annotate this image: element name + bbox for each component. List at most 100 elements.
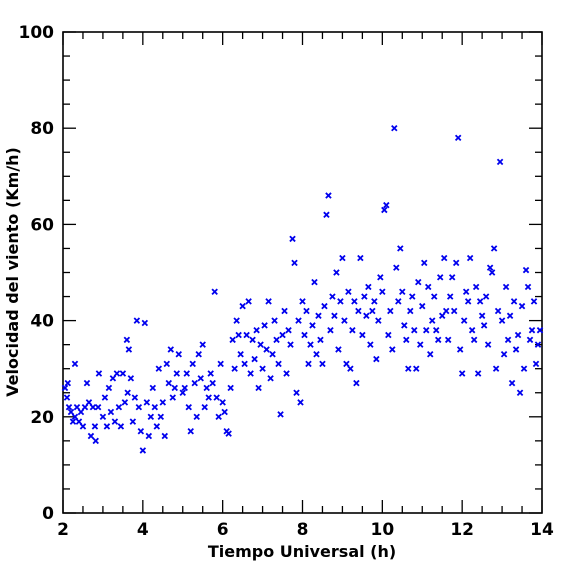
data-point — [383, 201, 390, 209]
data-point — [217, 360, 224, 368]
data-point — [215, 413, 222, 421]
y-tick-label: 60 — [30, 215, 54, 235]
data-point-stroke — [327, 326, 334, 334]
data-point-stroke — [289, 235, 296, 243]
data-point — [325, 192, 332, 199]
data-point-stroke — [500, 351, 508, 358]
data-point — [407, 307, 414, 315]
data-point — [472, 283, 480, 291]
data-point-stroke — [199, 341, 206, 348]
data-point — [397, 245, 404, 252]
data-point — [444, 336, 452, 344]
data-point-stroke — [464, 298, 472, 305]
data-point-stroke — [301, 331, 308, 339]
data-point-stroke — [295, 317, 302, 324]
data-point-stroke — [536, 326, 544, 334]
data-point-stroke — [229, 336, 236, 344]
data-point — [229, 336, 236, 344]
data-point-stroke — [426, 351, 434, 358]
data-point — [81, 403, 89, 411]
data-point — [426, 351, 434, 358]
data-point — [534, 341, 542, 348]
data-point — [283, 370, 290, 377]
data-point-stroke — [446, 293, 454, 300]
data-point-stroke — [167, 346, 175, 353]
data-point-stroke — [361, 293, 368, 300]
data-point — [219, 399, 226, 406]
data-point-stroke — [179, 389, 186, 396]
x-tick-label: 12 — [450, 520, 474, 540]
data-point-stroke — [281, 307, 288, 315]
data-point-stroke — [265, 298, 272, 305]
data-point — [522, 266, 530, 274]
data-point-stroke — [512, 346, 520, 353]
data-point — [151, 403, 159, 411]
data-point — [341, 317, 348, 324]
data-point — [115, 403, 123, 411]
data-point — [375, 317, 382, 324]
data-point — [385, 331, 392, 339]
data-point-stroke — [123, 336, 131, 344]
data-point — [520, 365, 528, 372]
data-point-stroke — [77, 408, 85, 416]
data-point — [434, 336, 442, 344]
data-point-stroke — [131, 394, 139, 401]
data-point — [155, 365, 163, 372]
data-point — [123, 336, 131, 344]
data-point — [504, 336, 512, 344]
data-point — [482, 293, 490, 300]
data-point-stroke — [269, 351, 276, 358]
data-point-stroke — [343, 360, 350, 368]
data-point-stroke — [317, 336, 324, 344]
x-tick-label: 14 — [530, 520, 554, 540]
data-point — [157, 413, 165, 421]
data-point — [339, 254, 346, 262]
data-point-stroke — [129, 418, 137, 425]
data-point-stroke — [239, 302, 246, 310]
data-point-stroke — [496, 158, 504, 166]
data-point-stroke — [454, 134, 462, 142]
data-point — [117, 423, 125, 430]
data-point — [313, 351, 320, 358]
data-point-stroke — [283, 370, 290, 377]
data-point — [64, 379, 72, 387]
data-point — [438, 312, 446, 320]
data-point-stroke — [307, 341, 314, 348]
data-point — [425, 283, 432, 291]
data-point — [347, 365, 354, 372]
data-point — [303, 307, 310, 315]
data-point-stroke — [157, 413, 165, 421]
data-point-stroke — [105, 384, 113, 392]
data-point-stroke — [261, 322, 268, 329]
data-point — [161, 432, 169, 440]
data-point-stroke — [466, 254, 474, 262]
data-point — [289, 235, 296, 243]
data-point-stroke — [367, 341, 374, 348]
data-point-stroke — [534, 341, 542, 348]
data-point — [235, 331, 242, 339]
data-point — [249, 336, 256, 344]
data-point-stroke — [305, 360, 312, 368]
data-point — [367, 341, 374, 348]
data-point-stroke — [287, 341, 294, 348]
data-point — [243, 331, 250, 339]
data-point-stroke — [478, 312, 486, 320]
data-point — [193, 413, 200, 421]
tick-labels: 2 4 6 8 10 12 14 0 20 40 60 80 100 — [19, 23, 554, 540]
data-point — [335, 346, 342, 353]
data-point-stroke — [522, 266, 530, 274]
data-point — [462, 288, 470, 295]
data-point-stroke — [159, 399, 167, 406]
data-point — [227, 384, 234, 392]
data-point — [317, 336, 324, 344]
data-point-stroke — [181, 384, 188, 392]
data-point-stroke — [143, 399, 151, 406]
data-point-stroke — [401, 322, 408, 329]
data-point-stroke — [271, 317, 278, 324]
data-point-stroke — [415, 278, 422, 286]
data-point-stroke — [187, 427, 194, 435]
data-point — [323, 211, 330, 219]
data-point — [357, 254, 364, 262]
data-point — [211, 288, 218, 295]
y-tick-label: 80 — [30, 119, 54, 139]
